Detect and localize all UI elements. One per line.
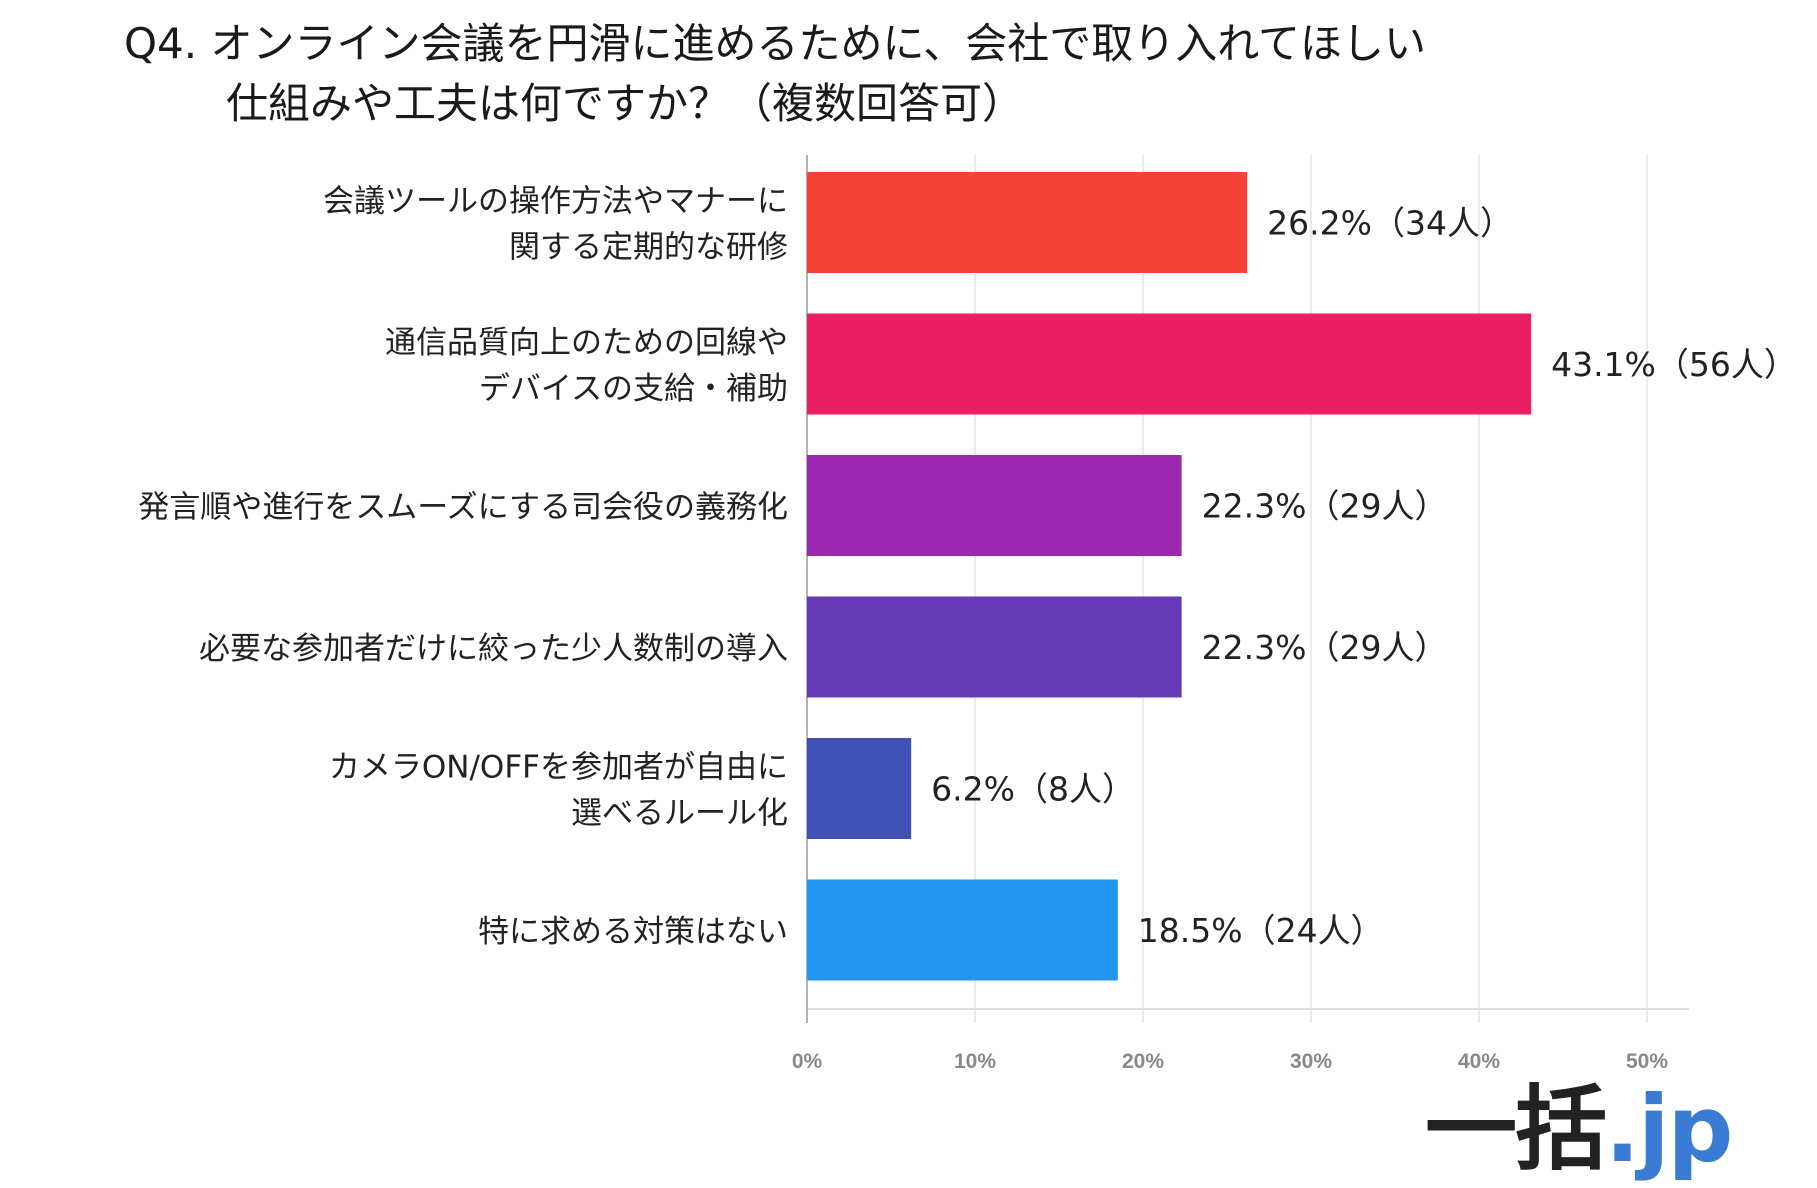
category-label: 特に求める対策はない	[478, 914, 788, 950]
category-label: デバイスの支給・補助	[479, 371, 788, 407]
data-label: 22.3%（29人）	[1202, 628, 1448, 667]
bar	[807, 738, 912, 839]
bar	[807, 596, 1182, 698]
x-tick-label: 40%	[1458, 1050, 1500, 1073]
data-label: 26.2%（34人）	[1267, 204, 1513, 243]
category-label: 関する定期的な研修	[509, 230, 788, 266]
x-tick-label: 20%	[1122, 1050, 1164, 1073]
category-label: 通信品質向上のための回線や	[385, 325, 788, 361]
ikkatsu-jp-logo: 一括.jp	[1425, 1076, 1733, 1183]
category-label: 必要な参加者だけに絞った少人数制の導入	[199, 631, 788, 667]
x-tick-label: 10%	[954, 1050, 996, 1073]
bar	[807, 879, 1118, 981]
x-tick-label: 50%	[1626, 1050, 1668, 1073]
chart-title-line-1: Q4. オンライン会議を円滑に進めるために、会社で取り入れてほしい	[124, 19, 1426, 68]
category-label: 発言順や進行をスムーズにする司会役の義務化	[138, 490, 788, 526]
x-tick-label: 0%	[792, 1050, 823, 1073]
bar	[807, 313, 1532, 415]
data-label: 43.1%（56人）	[1551, 345, 1797, 384]
data-label: 22.3%（29人）	[1202, 487, 1448, 526]
chart-title-line-2: 仕組みや工夫は何ですか？（複数回答可）	[226, 79, 1025, 128]
category-label: 選べるルール化	[571, 796, 788, 832]
bar	[807, 455, 1182, 556]
data-label: 6.2%（8人）	[931, 770, 1135, 809]
category-label: 会議ツールの操作方法やマナーに	[323, 184, 788, 220]
category-label: カメラON/OFFを参加者が自由に	[329, 750, 788, 786]
bar	[807, 172, 1248, 273]
data-label: 18.5%（24人）	[1138, 911, 1384, 950]
x-tick-label: 30%	[1290, 1050, 1332, 1073]
